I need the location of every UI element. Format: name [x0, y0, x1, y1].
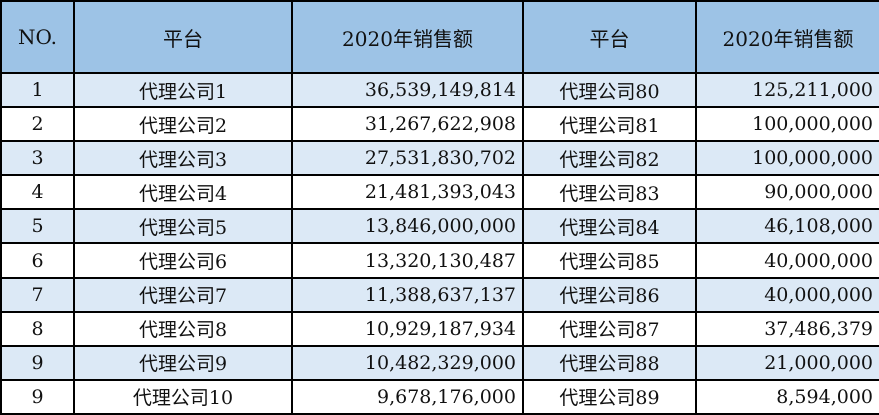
- cell-platform: 代理公司6: [73, 242, 293, 279]
- cell-no: 3: [0, 140, 75, 177]
- cell-sales-2: 40,000,000: [695, 242, 879, 279]
- header-platform: 平台: [73, 0, 293, 74]
- cell-platform: 代理公司9: [73, 344, 293, 381]
- table-row: 6 代理公司6 13,320,130,487 代理公司85 40,000,000: [0, 242, 879, 279]
- table-row: 5 代理公司5 13,846,000,000 代理公司84 46,108,000: [0, 208, 879, 245]
- cell-platform-2: 代理公司89: [522, 378, 697, 415]
- cell-platform-2: 代理公司85: [522, 242, 697, 279]
- cell-sales-2: 90,000,000: [695, 174, 879, 211]
- cell-no: 6: [0, 242, 75, 279]
- table-row: 9 代理公司10 9,678,176,000 代理公司89 8,594,000: [0, 378, 879, 415]
- cell-no: 9: [0, 344, 75, 381]
- cell-sales: 21,481,393,043: [291, 174, 524, 211]
- header-row: NO. 平台 2020年销售额 平台 2020年销售额: [0, 0, 879, 74]
- header-sales-2020-2: 2020年销售额: [695, 0, 879, 74]
- cell-sales-2: 37,486,379: [695, 310, 879, 347]
- cell-no: 5: [0, 208, 75, 245]
- cell-no: 7: [0, 276, 75, 313]
- table-row: 1 代理公司1 36,539,149,814 代理公司80 125,211,000: [0, 71, 879, 109]
- table-row: 4 代理公司4 21,481,393,043 代理公司83 90,000,000: [0, 174, 879, 211]
- table-row: 2 代理公司2 31,267,622,908 代理公司81 100,000,000: [0, 106, 879, 143]
- table-row: 8 代理公司8 10,929,187,934 代理公司87 37,486,379: [0, 310, 879, 347]
- cell-sales: 13,846,000,000: [291, 208, 524, 245]
- cell-platform-2: 代理公司86: [522, 276, 697, 313]
- header-no: NO.: [0, 0, 75, 74]
- cell-platform-2: 代理公司82: [522, 140, 697, 177]
- cell-sales: 27,531,830,702: [291, 140, 524, 177]
- cell-sales: 11,388,637,137: [291, 276, 524, 313]
- cell-platform: 代理公司8: [73, 310, 293, 347]
- header-sales-2020: 2020年销售额: [291, 0, 524, 74]
- cell-no: 1: [0, 71, 75, 109]
- cell-platform: 代理公司5: [73, 208, 293, 245]
- cell-sales: 36,539,149,814: [291, 71, 524, 109]
- cell-sales: 10,929,187,934: [291, 310, 524, 347]
- cell-platform-2: 代理公司80: [522, 71, 697, 109]
- cell-platform-2: 代理公司84: [522, 208, 697, 245]
- cell-sales: 9,678,176,000: [291, 378, 524, 415]
- table-row: 3 代理公司3 27,531,830,702 代理公司82 100,000,000: [0, 140, 879, 177]
- cell-platform-2: 代理公司81: [522, 106, 697, 143]
- cell-platform-2: 代理公司87: [522, 310, 697, 347]
- cell-sales-2: 100,000,000: [695, 106, 879, 143]
- cell-sales-2: 8,594,000: [695, 378, 879, 415]
- cell-sales-2: 100,000,000: [695, 140, 879, 177]
- cell-no: 9: [0, 378, 75, 415]
- cell-platform: 代理公司3: [73, 140, 293, 177]
- cell-platform: 代理公司1: [73, 71, 293, 109]
- cell-platform: 代理公司10: [73, 378, 293, 415]
- cell-sales-2: 46,108,000: [695, 208, 879, 245]
- table-row: 9 代理公司9 10,482,329,000 代理公司88 21,000,000: [0, 344, 879, 381]
- cell-sales-2: 21,000,000: [695, 344, 879, 381]
- table-row: 7 代理公司7 11,388,637,137 代理公司86 40,000,000: [0, 276, 879, 313]
- cell-platform: 代理公司2: [73, 106, 293, 143]
- cell-platform: 代理公司7: [73, 276, 293, 313]
- cell-sales: 10,482,329,000: [291, 344, 524, 381]
- cell-sales-2: 125,211,000: [695, 71, 879, 109]
- cell-platform-2: 代理公司88: [522, 344, 697, 381]
- cell-platform: 代理公司4: [73, 174, 293, 211]
- cell-no: 8: [0, 310, 75, 347]
- cell-platform-2: 代理公司83: [522, 174, 697, 211]
- cell-no: 4: [0, 174, 75, 211]
- cell-no: 2: [0, 106, 75, 143]
- cell-sales-2: 40,000,000: [695, 276, 879, 313]
- cell-sales: 31,267,622,908: [291, 106, 524, 143]
- cell-sales: 13,320,130,487: [291, 242, 524, 279]
- header-platform-2: 平台: [522, 0, 697, 74]
